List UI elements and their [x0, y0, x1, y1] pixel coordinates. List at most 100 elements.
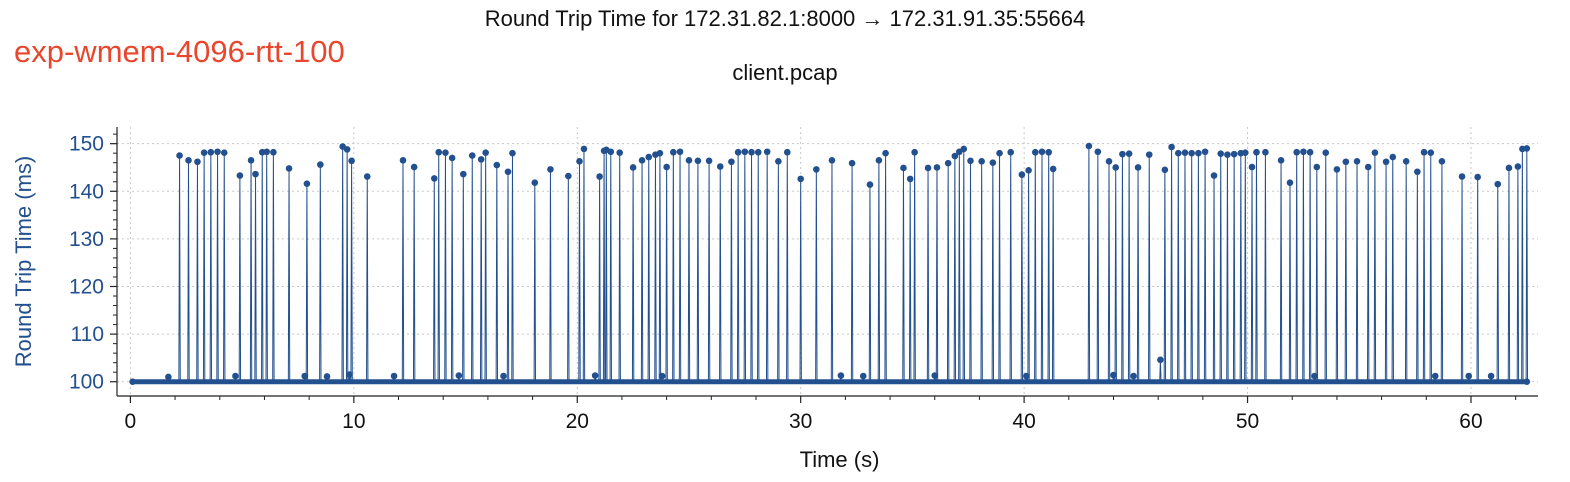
rtt-data-point	[323, 373, 331, 380]
rtt-data-point	[576, 157, 583, 165]
rtt-data-point	[1333, 166, 1341, 173]
rtt-data-point	[1181, 149, 1189, 157]
rtt-data-point	[247, 157, 255, 164]
rtt-data-point	[1049, 165, 1057, 173]
rtt-data-point	[482, 149, 489, 157]
rtt-data-point	[509, 149, 516, 157]
y-axis-label: Round Trip Time (ms)	[11, 156, 36, 368]
rtt-data-point	[1353, 157, 1361, 165]
rtt-data-point	[236, 172, 244, 179]
rtt-data-point	[500, 372, 507, 380]
rtt-data-point	[676, 148, 684, 156]
rtt-data-point	[270, 148, 277, 156]
rtt-data-point	[346, 371, 353, 378]
rtt-data-point	[882, 149, 889, 157]
rtt-data-point	[1174, 149, 1182, 157]
x-tick-label: 10	[342, 410, 365, 433]
rtt-data-point	[1210, 172, 1218, 179]
rtt-data-point	[1201, 148, 1209, 156]
rtt-data-point	[663, 163, 670, 171]
rtt-data-point	[547, 166, 554, 173]
rtt-data-point	[924, 164, 932, 172]
rtt-data-point	[813, 166, 820, 173]
rtt-data-point	[580, 145, 588, 153]
rtt-data-point	[989, 159, 997, 167]
rtt-data-point	[303, 180, 311, 187]
rtt-series-line	[132, 145, 1529, 383]
rtt-data-point	[1085, 142, 1093, 150]
rtt-data-point	[775, 157, 782, 165]
rtt-data-point	[1018, 171, 1026, 178]
rtt-data-point	[1025, 167, 1032, 174]
rtt-data-point	[645, 153, 653, 161]
rtt-data-point	[263, 148, 270, 156]
rtt-data-point	[931, 372, 939, 379]
chart-subtitle: client.pcap	[732, 60, 838, 85]
rtt-data-point	[797, 175, 804, 183]
rtt-data-point	[343, 146, 351, 153]
rtt-data-point	[783, 148, 791, 156]
rtt-data-point	[1402, 157, 1410, 165]
rtt-data-point	[828, 157, 836, 164]
rtt-data-point	[1300, 148, 1307, 156]
rtt-data-point	[493, 161, 501, 169]
rtt-data-point	[875, 157, 883, 164]
rtt-data-point	[1188, 149, 1195, 157]
rtt-data-point	[1313, 163, 1321, 171]
rtt-data-point	[200, 149, 208, 157]
rtt-data-point	[1505, 164, 1513, 172]
rtt-data-point	[1161, 166, 1169, 174]
rtt-data-point	[705, 157, 713, 165]
rtt-data-point	[435, 148, 443, 156]
rtt-data-point	[1371, 149, 1379, 157]
rtt-data-point	[596, 173, 603, 180]
rtt-data-point	[1293, 148, 1300, 156]
rtt-data-point	[1286, 179, 1294, 187]
rtt-data-point	[1438, 157, 1446, 165]
rtt-data-point	[1523, 145, 1531, 152]
rtt-data-point	[1134, 164, 1142, 171]
rtt-data-point	[1112, 164, 1120, 171]
rtt-data-point	[1105, 157, 1113, 165]
rtt-data-point	[1023, 372, 1030, 380]
rtt-data-point	[468, 152, 476, 159]
rtt-data-point	[1523, 378, 1531, 386]
rtt-data-point	[531, 179, 539, 187]
rtt-data-point	[220, 149, 228, 157]
rtt-data-point	[1342, 158, 1350, 166]
rtt-data-point	[944, 159, 952, 167]
rtt-data-point	[165, 373, 172, 381]
rtt-data-point	[1420, 148, 1428, 156]
rtt-data-point	[960, 145, 968, 153]
rtt-data-point	[1253, 148, 1260, 156]
rtt-data-point	[728, 158, 735, 166]
rtt-data-point	[1217, 150, 1225, 157]
rtt-data-point	[763, 148, 771, 156]
rtt-data-point	[1277, 157, 1285, 164]
x-tick-label: 30	[789, 410, 812, 433]
rtt-data-point	[1031, 148, 1039, 156]
rtt-data-point	[317, 161, 324, 168]
rtt-data-point	[900, 164, 907, 172]
rtt-data-point	[1110, 371, 1117, 379]
series-layer	[129, 142, 1531, 386]
rtt-data-point	[430, 175, 438, 182]
rtt-data-point	[1487, 372, 1495, 380]
rtt-data-point	[390, 372, 398, 380]
rtt-data-point	[1382, 158, 1390, 166]
rtt-data-point	[978, 157, 985, 165]
rtt-data-point	[734, 148, 742, 156]
rtt-data-point	[906, 175, 914, 183]
x-tick-label: 40	[1012, 410, 1035, 433]
rtt-data-point	[252, 170, 259, 178]
rtt-data-point	[1458, 173, 1466, 180]
rtt-data-point	[1007, 148, 1015, 156]
rtt-data-point	[1157, 356, 1164, 364]
rtt-data-point	[629, 164, 637, 171]
rtt-data-point	[716, 163, 724, 170]
rtt-data-point	[591, 372, 599, 379]
rtt-data-point	[741, 148, 749, 156]
y-tick-label: 150	[69, 133, 104, 156]
rtt-data-point	[477, 156, 485, 163]
x-tick-label: 60	[1459, 410, 1482, 433]
